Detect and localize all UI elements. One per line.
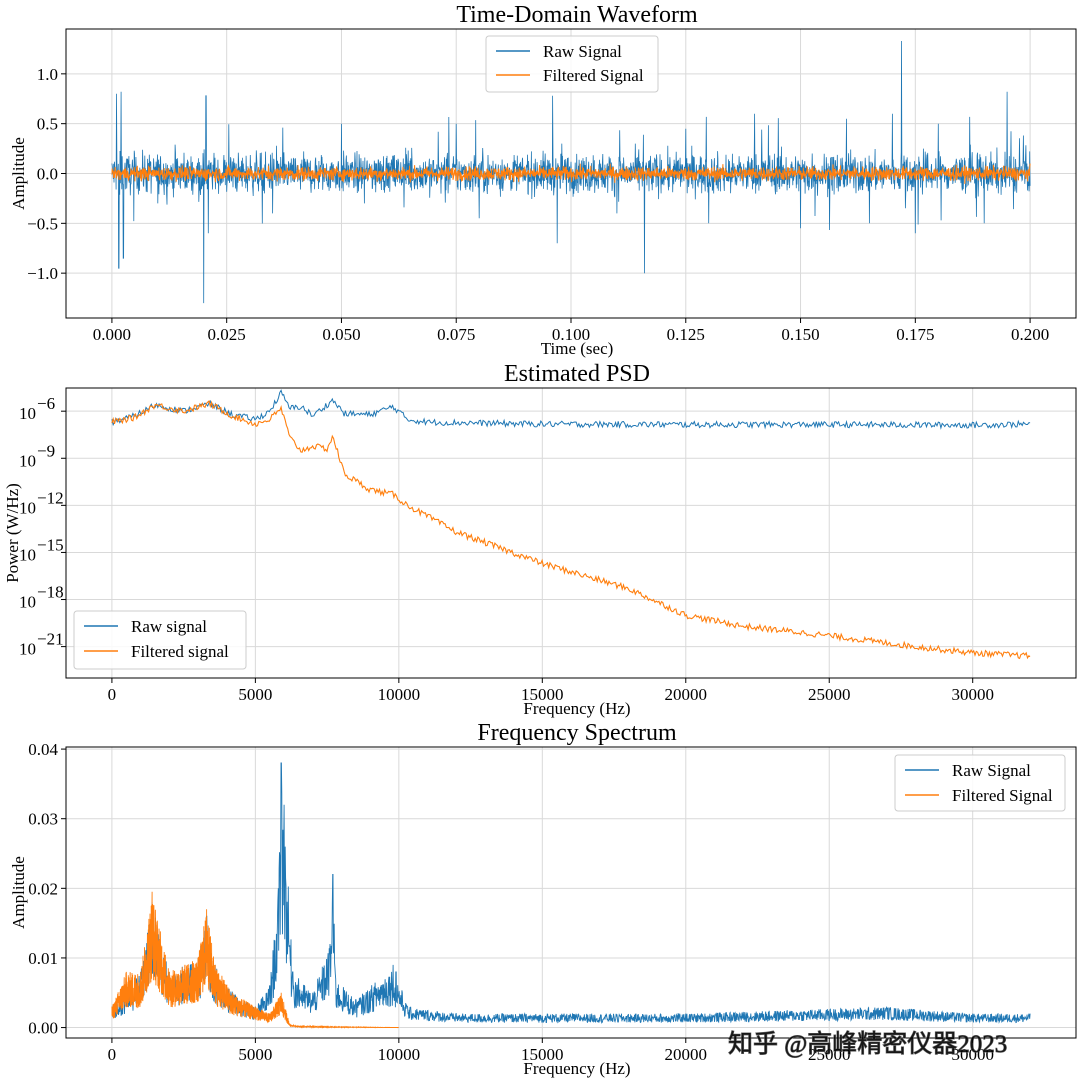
legend-box bbox=[485, 35, 659, 93]
x-axis-label: Frequency (Hz) bbox=[523, 699, 630, 718]
filtered-psd-line bbox=[111, 399, 1031, 660]
filtered-spectrum-line bbox=[111, 891, 399, 1029]
psd-panel: 0 5000 10000 15000 20000 25000 3000010−2110−18… bbox=[3, 361, 1077, 718]
y-tick-label: 10 bbox=[19, 640, 36, 659]
y-tick-label: 0.0 bbox=[37, 165, 58, 184]
chart-title: Estimated PSD bbox=[504, 361, 650, 387]
y-axis-label: Power (W/Hz) bbox=[3, 483, 22, 583]
x-tick-label: 0 bbox=[108, 1045, 117, 1064]
y-tick-label: 10 bbox=[19, 451, 36, 470]
x-tick-label: 20000 bbox=[665, 685, 708, 704]
y-tick-label: 0.00 bbox=[28, 1019, 58, 1038]
y-tick-label: 10 bbox=[19, 545, 36, 564]
y-tick-exponent: −6 bbox=[37, 394, 55, 413]
y-axis-label: Amplitude bbox=[9, 856, 28, 929]
y-axis-label: Amplitude bbox=[9, 137, 28, 210]
y-tick-label: −1.0 bbox=[27, 264, 58, 283]
x-tick-label: 0.050 bbox=[322, 325, 360, 344]
time-domain-panel: 0.000 0.025 0.050 0.075 0.100 0.125 0.150 0.175… bbox=[9, 2, 1077, 358]
y-tick-label: 0.5 bbox=[37, 115, 58, 134]
y-tick-label: 1.0 bbox=[37, 65, 58, 84]
y-tick-label: 0.04 bbox=[28, 740, 58, 759]
x-tick-label: 0.075 bbox=[437, 325, 475, 344]
x-tick-label: 30000 bbox=[951, 1045, 994, 1064]
plot-area bbox=[111, 40, 1031, 304]
raw-psd-line bbox=[111, 389, 1031, 430]
x-tick-label: 0.100 bbox=[552, 325, 590, 344]
legend-raw-label: Raw Signal bbox=[952, 761, 1031, 780]
x-tick-label: 25000 bbox=[808, 685, 851, 704]
y-tick-exponent: −21 bbox=[37, 630, 64, 649]
x-tick-label: 10000 bbox=[378, 685, 421, 704]
x-tick-label: 10000 bbox=[378, 1045, 421, 1064]
x-tick-label: 5000 bbox=[238, 685, 272, 704]
watermark-text: 知乎 @高峰精密仪器2023 bbox=[728, 1030, 1007, 1058]
y-tick-label: 0.03 bbox=[28, 810, 58, 829]
x-tick-label: 0.000 bbox=[93, 325, 131, 344]
legend-box bbox=[894, 754, 1066, 812]
x-tick-label: 0.175 bbox=[896, 325, 934, 344]
chart-title: Frequency Spectrum bbox=[477, 720, 677, 746]
x-tick-label: 20000 bbox=[665, 1045, 708, 1064]
x-tick-label: 15000 bbox=[521, 685, 564, 704]
x-tick-label: 0.125 bbox=[667, 325, 705, 344]
plot-area bbox=[111, 389, 1031, 660]
y-tick-exponent: −12 bbox=[37, 488, 64, 507]
x-tick-label: 15000 bbox=[521, 1045, 564, 1064]
plot-frame bbox=[65, 746, 1077, 1039]
x-tick-label: 0.025 bbox=[208, 325, 246, 344]
x-axis-label: Time (sec) bbox=[541, 339, 614, 358]
x-tick-label: 0.200 bbox=[1011, 325, 1049, 344]
y-tick-label: −0.5 bbox=[27, 214, 58, 233]
y-tick-label: 0.02 bbox=[28, 879, 58, 898]
y-tick-label: 0.01 bbox=[28, 949, 58, 968]
legend-filtered-label: Filtered signal bbox=[131, 642, 229, 661]
chart-title: Time-Domain Waveform bbox=[456, 2, 698, 28]
y-tick-exponent: −15 bbox=[37, 535, 64, 554]
x-tick-label: 30000 bbox=[951, 685, 994, 704]
x-axis-label: Frequency (Hz) bbox=[523, 1059, 630, 1078]
plot-frame bbox=[65, 387, 1077, 679]
x-tick-label: 0 bbox=[108, 685, 117, 704]
y-tick-exponent: −18 bbox=[37, 583, 64, 602]
x-tick-label: 5000 bbox=[238, 1045, 272, 1064]
y-tick-label: 10 bbox=[19, 593, 36, 612]
y-tick-label: 10 bbox=[19, 404, 36, 423]
spectrum-panel: 0 5000 10000 15000 20000 25000 30000 0.00 0.01 0.… bbox=[9, 720, 1077, 1078]
legend-filtered-label: Filtered Signal bbox=[952, 786, 1053, 805]
filtered-signal-line bbox=[111, 163, 1031, 184]
raw-signal-line bbox=[111, 40, 1031, 304]
x-tick-label: 0.150 bbox=[781, 325, 819, 344]
y-tick-exponent: −9 bbox=[37, 441, 55, 460]
raw-spectrum-line bbox=[111, 762, 1031, 1025]
legend-raw-label: Raw Signal bbox=[543, 42, 622, 61]
plot-area bbox=[111, 762, 1031, 1029]
y-tick-label: 10 bbox=[19, 498, 36, 517]
x-tick-label: 25000 bbox=[808, 1045, 851, 1064]
legend-raw-label: Raw signal bbox=[131, 617, 207, 636]
legend-filtered-label: Filtered Signal bbox=[543, 66, 644, 85]
